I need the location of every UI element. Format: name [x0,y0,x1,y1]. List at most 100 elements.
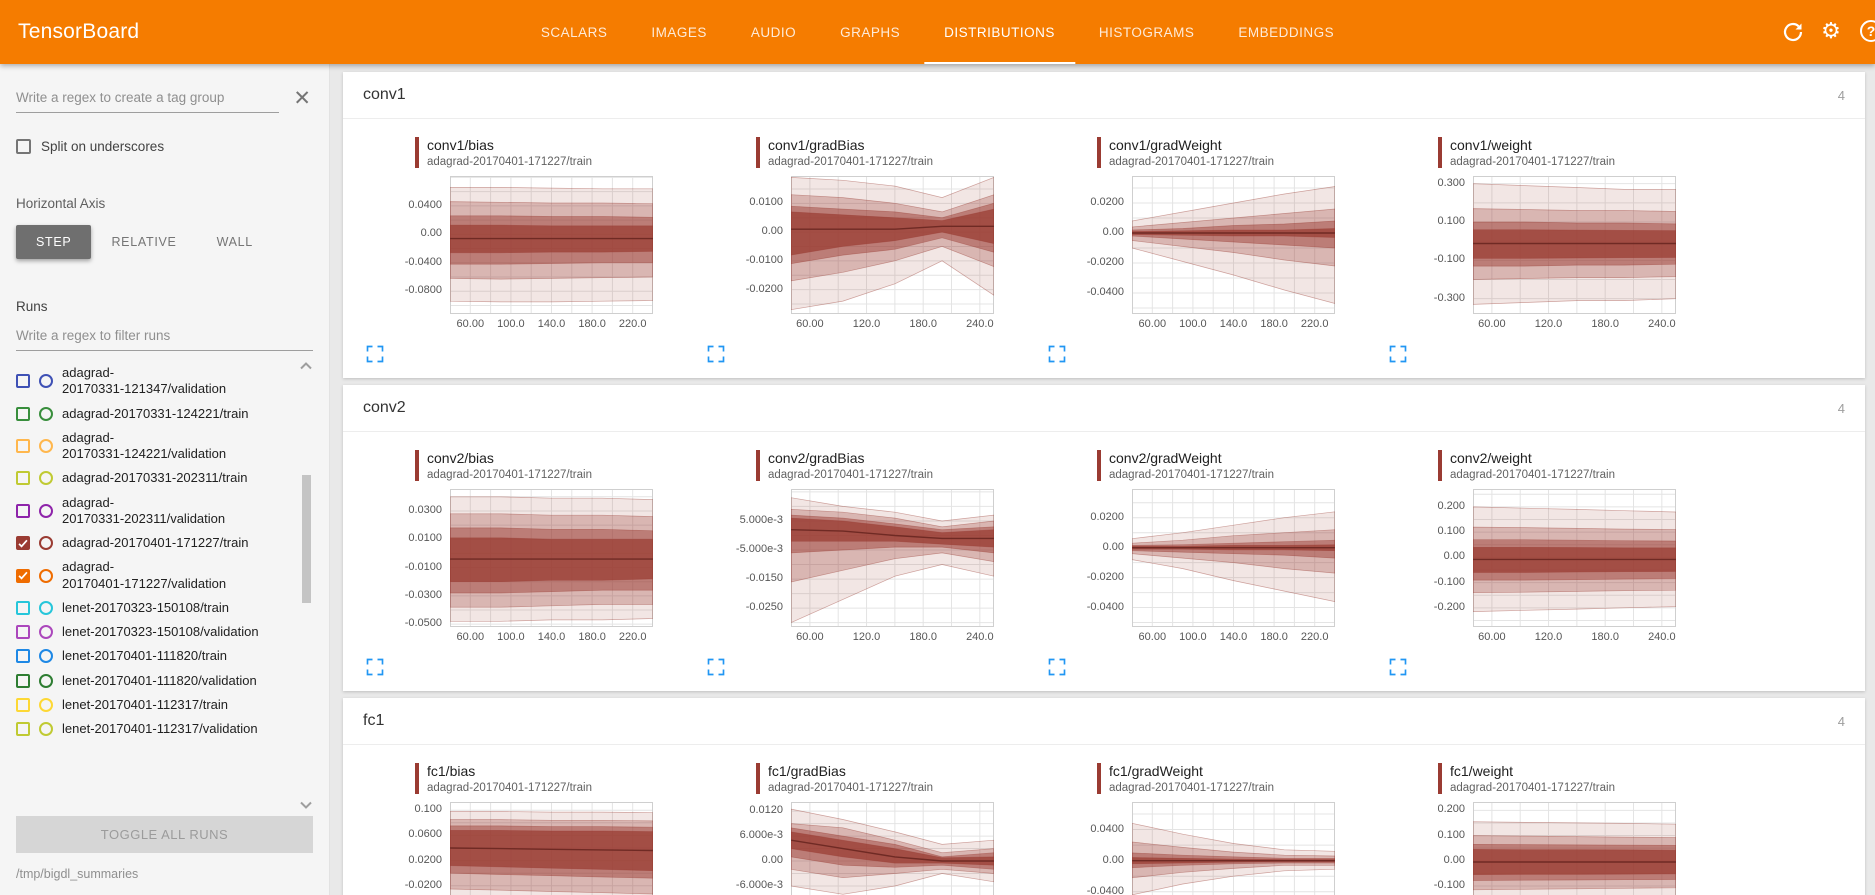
run-color-ring[interactable] [39,471,53,486]
split-underscores-row[interactable]: Split on underscores [16,139,313,154]
expand-chart-icon [707,345,725,363]
run-checkbox[interactable] [16,625,30,640]
run-color-ring[interactable] [39,625,53,640]
distribution-plot[interactable] [450,176,653,314]
section-header[interactable]: conv1 4 [343,72,1865,119]
run-color-ring[interactable] [39,536,53,551]
x-tick-label: 100.0 [497,631,525,643]
tab-histograms[interactable]: HISTOGRAMS [1098,24,1195,40]
section-header[interactable]: fc1 4 [343,698,1865,745]
tab-graphs[interactable]: GRAPHS [840,24,901,40]
y-tick-label: 0.00 [761,854,783,867]
expand-chart-button[interactable] [1047,657,1067,677]
y-tick-label: -0.0400 [1086,884,1124,895]
run-checkbox[interactable] [16,439,30,453]
run-color-ring[interactable] [39,722,53,737]
run-color-ring[interactable] [39,503,53,518]
y-tick-label: -0.0100 [745,253,783,266]
help-icon[interactable]: ? [1860,20,1875,42]
run-checkbox[interactable] [16,568,30,583]
run-row[interactable]: adagrad-20170401-171227/train [16,531,295,555]
y-axis-labels: 0.0200 0.00 -0.0200 -0.0400 [1039,176,1132,314]
run-row[interactable]: lenet-20170401-112317/train [16,693,295,717]
split-underscores-checkbox[interactable] [16,139,31,154]
run-row[interactable]: lenet-20170323-150108/train [16,596,295,620]
distribution-plot[interactable] [1473,176,1676,314]
run-list-scrollbar[interactable] [295,361,313,810]
axis-button-step[interactable]: STEP [16,225,92,259]
tab-scalars[interactable]: SCALARS [540,24,608,40]
distribution-plot[interactable] [1132,802,1335,895]
expand-chart-button[interactable] [1388,344,1408,364]
run-color-ring[interactable] [39,697,53,712]
y-axis-labels: 0.0100 0.00 -0.0100 -0.0200 [698,176,791,314]
scrollbar-thumb[interactable] [301,475,311,603]
run-row[interactable]: adagrad-20170331-124221/train [16,402,295,426]
distribution-plot[interactable] [791,489,994,627]
run-color-ring[interactable] [39,649,53,664]
axis-button-relative[interactable]: RELATIVE [91,225,196,259]
scroll-up-icon[interactable] [299,361,313,370]
distribution-plot[interactable] [1132,176,1335,314]
run-color-ring[interactable] [39,600,53,615]
run-color-ring[interactable] [39,673,53,688]
distribution-plot[interactable] [791,802,994,895]
log-directory-path: /tmp/bigdl_summaries [16,867,139,881]
distribution-plot[interactable] [450,489,653,627]
run-color-ring[interactable] [39,439,53,453]
run-label: lenet-20170401-111820/train [62,648,228,664]
run-checkbox[interactable] [16,600,30,615]
runs-filter-input[interactable] [16,322,313,351]
clear-tag-filter-icon[interactable]: ✕ [293,87,311,110]
section-header[interactable]: conv2 4 [343,385,1865,432]
expand-chart-button[interactable] [1388,657,1408,677]
run-color-ring[interactable] [39,374,53,389]
run-checkbox[interactable] [16,374,30,389]
x-tick-label: 140.0 [1219,318,1248,330]
distribution-plot[interactable] [1473,802,1676,895]
run-checkbox[interactable] [16,406,30,421]
tag-regex-input[interactable] [16,84,280,113]
expand-chart-button[interactable] [706,344,726,364]
expand-chart-button[interactable] [365,344,385,364]
distribution-plot[interactable] [1132,489,1335,627]
scrollbar-rail[interactable] [301,373,311,798]
run-row[interactable]: lenet-20170323-150108/validation [16,620,295,644]
run-row[interactable]: adagrad- 20170401-171227/validation [16,555,295,596]
run-row[interactable]: adagrad- 20170331-121347/validation [16,361,295,402]
run-checkbox[interactable] [16,503,30,518]
tab-distributions[interactable]: DISTRIBUTIONS [922,0,1077,64]
run-checkbox[interactable] [16,697,30,712]
distribution-plot[interactable] [791,176,994,314]
run-row[interactable]: adagrad- 20170331-202311/validation [16,491,295,532]
run-color-ring[interactable] [39,568,53,583]
scroll-down-icon[interactable] [299,801,313,810]
run-row[interactable]: lenet-20170401-112317/validation [16,717,295,741]
tab-images[interactable]: IMAGES [651,24,707,40]
run-color-ring[interactable] [39,406,53,421]
chart-header: conv1/bias adagrad-20170401-171227/train [415,137,698,168]
run-checkbox[interactable] [16,673,30,688]
refresh-icon[interactable] [1781,20,1805,44]
distribution-plot[interactable] [1473,489,1676,627]
expand-chart-button[interactable] [365,657,385,677]
expand-chart-button[interactable] [1047,344,1067,364]
tab-audio[interactable]: AUDIO [750,24,797,40]
y-tick-label: 0.00 [420,227,442,240]
toggle-all-runs-button[interactable]: TOGGLE ALL RUNS [16,816,313,853]
run-checkbox[interactable] [16,536,30,551]
run-checkbox[interactable] [16,722,30,737]
run-row[interactable]: adagrad-20170331-202311/train [16,466,295,490]
run-row[interactable]: adagrad- 20170331-124221/validation [16,426,295,467]
tab-embeddings[interactable]: EMBEDDINGS [1238,24,1335,40]
run-row[interactable]: lenet-20170401-111820/train [16,644,295,668]
expand-chart-button[interactable] [706,657,726,677]
x-tick-label: 180.0 [578,318,606,330]
axis-button-wall[interactable]: WALL [197,225,273,259]
run-row[interactable]: lenet-20170401-111820/validation [16,669,295,693]
distribution-plot[interactable] [450,802,653,895]
x-axis-labels: 60.00 100.0 140.0 180.0 220.0 [450,314,653,332]
settings-gear-icon[interactable]: ⚙ [1821,19,1841,44]
run-checkbox[interactable] [16,471,30,486]
run-checkbox[interactable] [16,649,30,664]
